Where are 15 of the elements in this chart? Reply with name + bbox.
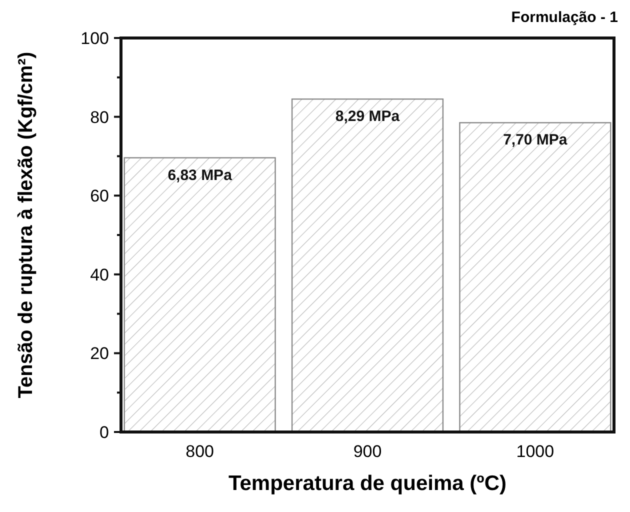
y-tick-label: 80 xyxy=(90,108,109,127)
annotation: 6,83 MPa xyxy=(168,166,233,184)
chart-title: Formulação - 1 xyxy=(511,9,618,26)
x-tick-label: 900 xyxy=(353,442,382,461)
annotation: 7,70 MPa xyxy=(503,132,568,149)
y-tick-label: 60 xyxy=(90,186,109,206)
y-tick-label: 100 xyxy=(80,28,109,48)
y-axis-title: Tensão de ruptura à flexão (Kgf/cm²) xyxy=(15,52,37,398)
y-tick-label: 20 xyxy=(90,344,109,364)
y-tick-label: 40 xyxy=(90,265,109,284)
annotation: 8,29 MPa xyxy=(335,108,400,126)
x-axis-title: Temperatura de queima (ºC) xyxy=(228,472,507,495)
y-tick-label: 0 xyxy=(100,422,109,442)
x-tick-label: 1000 xyxy=(516,442,554,461)
x-tick-label: 800 xyxy=(186,442,214,461)
